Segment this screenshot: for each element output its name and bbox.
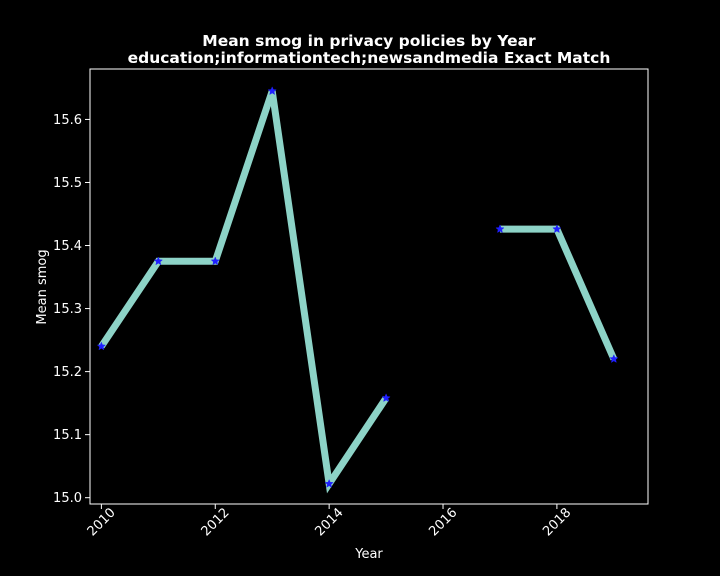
data-point-marker xyxy=(153,256,163,266)
series-line xyxy=(499,225,618,361)
data-point-marker xyxy=(609,354,619,363)
data-point-marker xyxy=(210,256,220,266)
series-layer xyxy=(96,86,619,494)
x-tick-label: 2010 xyxy=(85,505,119,539)
x-tick-label: 2016 xyxy=(426,505,460,539)
y-tick-label: 15.6 xyxy=(53,113,82,128)
plot-area xyxy=(89,68,649,505)
data-point-marker xyxy=(552,224,562,234)
x-tick-label: 2012 xyxy=(199,505,233,539)
y-tick-label: 15.2 xyxy=(53,365,82,380)
x-tick-label: 2014 xyxy=(312,505,346,539)
y-axis: 15.0 15.1 15.2 15.3 15.4 15.5 15.6 xyxy=(53,113,90,506)
y-tick-label: 15.1 xyxy=(53,428,82,443)
data-point-marker xyxy=(96,341,106,351)
data-point-marker xyxy=(495,224,505,234)
y-tick-label: 15.3 xyxy=(53,302,82,317)
x-axis-label: Year xyxy=(354,547,383,562)
series-line xyxy=(98,89,389,494)
y-tick-label: 15.5 xyxy=(53,176,82,191)
x-axis: 2010 2012 2014 2016 2018 xyxy=(85,504,574,539)
y-axis-label: Mean smog xyxy=(35,249,50,324)
chart-title: Mean smog in privacy policies by Year xyxy=(202,32,536,50)
y-tick-label: 15.4 xyxy=(53,239,82,254)
chart-subtitle: education;informationtech;newsandmedia E… xyxy=(128,49,611,67)
x-tick-label: 2018 xyxy=(540,505,574,539)
plot-frame xyxy=(89,68,649,505)
data-point-marker xyxy=(324,478,334,488)
data-point-marker xyxy=(381,393,391,403)
y-tick-label: 15.0 xyxy=(53,491,82,506)
data-point-marker xyxy=(267,86,277,95)
